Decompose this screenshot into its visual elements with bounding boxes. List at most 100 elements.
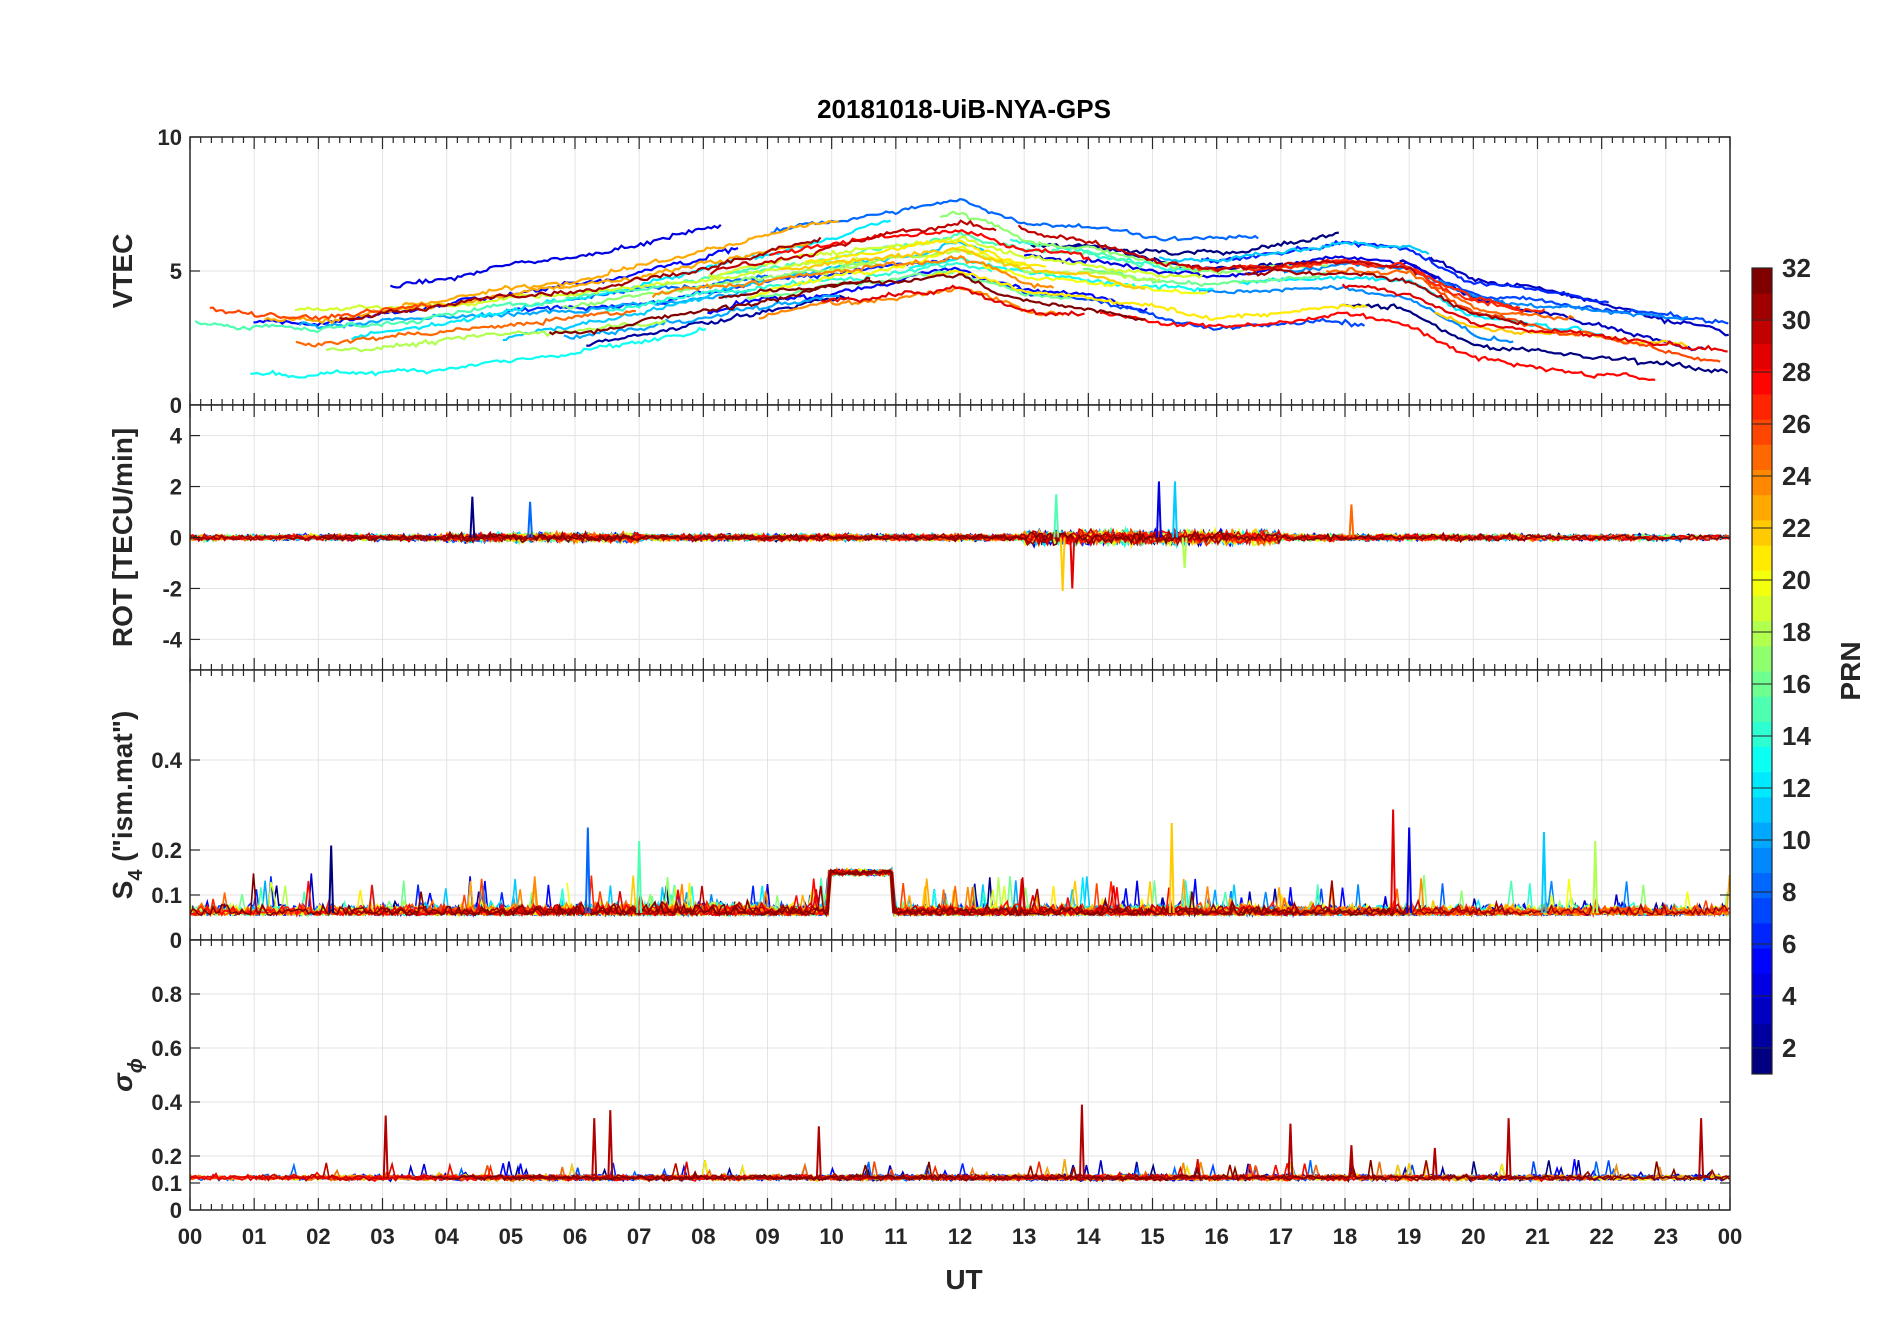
s4-spike xyxy=(584,827,591,914)
sigma_phi-y-tick-label: 0.4 xyxy=(151,1090,182,1115)
rot-spike xyxy=(1053,494,1060,538)
panel-vtec: 0 5 10 VTEC xyxy=(107,125,1731,418)
colorbar-tick-label: 32 xyxy=(1782,253,1811,283)
colorbar-tick-label: 28 xyxy=(1782,357,1811,387)
colorbar-swatch xyxy=(1752,268,1772,294)
colorbar-swatch xyxy=(1752,897,1772,924)
rot-y-tick-label: -2 xyxy=(162,576,182,601)
vtec-series-prn-10 xyxy=(563,294,840,340)
sigma_phi-spike xyxy=(1348,1145,1355,1178)
vtec-series-prn-8 xyxy=(770,198,1259,242)
rot-spike xyxy=(1059,537,1066,592)
colorbar-tick-label: 4 xyxy=(1782,981,1797,1011)
vtec-series-prn-32 xyxy=(548,276,871,336)
s4-spike xyxy=(1406,827,1413,914)
x-tick-label: 18 xyxy=(1333,1224,1357,1249)
colorbar-swatch xyxy=(1752,444,1772,470)
x-tick-label: 04 xyxy=(434,1224,459,1249)
vtec-series-prn-29 xyxy=(821,284,1085,317)
x-axis-label: UT xyxy=(945,1264,982,1295)
s4-y-axis-label: S4 ("ism.mat") xyxy=(107,711,147,900)
x-tick-label: 07 xyxy=(627,1224,651,1249)
sigma_phi-spike xyxy=(1505,1118,1512,1178)
s4-y-tick-label: 0.1 xyxy=(151,883,182,908)
vtec-series-prn-22 xyxy=(779,247,1146,290)
x-tick-label: 12 xyxy=(948,1224,972,1249)
rot-spike xyxy=(1181,537,1188,569)
rot-series-prn-32 xyxy=(319,530,1724,547)
s4-ylabel-rest: ("ism.mat") xyxy=(107,711,138,870)
sigma_phi-y-tick-label: 0.1 xyxy=(151,1171,182,1196)
vtec-series-prn-14 xyxy=(600,261,993,315)
vtec-series-prn-21 xyxy=(926,269,1368,321)
x-tick-label: 00 xyxy=(1718,1224,1742,1249)
colorbar-swatch xyxy=(1752,570,1772,596)
vtec-series-prn-20 xyxy=(981,263,1208,295)
rot-y-tick-label: -4 xyxy=(162,627,182,652)
vtec-series-prn-24 xyxy=(651,255,1055,299)
rot-spike xyxy=(527,501,534,538)
x-tick-label: 09 xyxy=(755,1224,779,1249)
x-tick-label: 14 xyxy=(1076,1224,1101,1249)
sigma_phi-y-tick-label: 0 xyxy=(170,1198,182,1223)
x-tick-label: 00 xyxy=(178,1224,202,1249)
rot-series xyxy=(190,481,1730,592)
s4-ylabel-sub: 4 xyxy=(125,869,147,881)
colorbar-swatch xyxy=(1752,746,1772,773)
vtec-y-tick-label: 5 xyxy=(170,259,182,284)
vtec-series-prn-4 xyxy=(1023,253,1455,286)
rot-spike xyxy=(469,496,476,538)
vtec-series-prn-29 xyxy=(1341,283,1728,353)
colorbar-tick-label: 16 xyxy=(1782,669,1811,699)
sigma_phi-series xyxy=(190,1104,1730,1183)
rot-spike xyxy=(1069,537,1076,589)
vtec-series-prn-10 xyxy=(298,289,752,330)
sigma_phi-spike xyxy=(1078,1104,1085,1178)
x-tick-label: 02 xyxy=(306,1224,330,1249)
s4-series-prn-31 xyxy=(346,868,1729,918)
colorbar-swatch xyxy=(1752,796,1772,823)
colorbar-swatch xyxy=(1752,872,1772,899)
chart-title: 20181018-UiB-NYA-GPS xyxy=(817,94,1111,124)
colorbar-swatch xyxy=(1752,721,1772,748)
colorbar-tick-label: 24 xyxy=(1782,461,1811,491)
colorbar-tick-label: 26 xyxy=(1782,409,1811,439)
colorbar-swatch xyxy=(1752,494,1772,521)
s4-y-tick-label: 0 xyxy=(170,928,182,953)
x-tick-label: 19 xyxy=(1397,1224,1421,1249)
vtec-series-prn-11 xyxy=(1158,240,1430,263)
vtec-series-prn-23 xyxy=(401,219,840,307)
sigma_phi-y-tick-label: 0.2 xyxy=(151,1144,182,1169)
vtec-series-prn-21 xyxy=(804,239,1046,268)
s4-spike xyxy=(1592,840,1599,914)
vtec-y-tick-label: 10 xyxy=(158,125,182,150)
vtec-series-prn-26 xyxy=(209,302,432,321)
colorbar-swatch xyxy=(1752,620,1772,647)
colorbar-swatch xyxy=(1752,519,1772,546)
colorbar-tick-label: 10 xyxy=(1782,825,1811,855)
s4-spike xyxy=(328,845,335,914)
rot-spike xyxy=(1155,481,1162,538)
colorbar-swatch xyxy=(1752,545,1772,571)
vtec-y-tick-label: 0 xyxy=(170,393,182,418)
vtec-series-prn-17 xyxy=(562,260,878,310)
vtec-series-prn-30 xyxy=(709,219,997,276)
colorbar-swatch xyxy=(1752,1023,1772,1050)
x-tick-label: 10 xyxy=(819,1224,843,1249)
colorbar-tick-label: 2 xyxy=(1782,1033,1796,1063)
sigma_phi-ylabel-sub: ϕ xyxy=(125,1058,147,1073)
colorbar-tick-label: 8 xyxy=(1782,877,1796,907)
vtec-series-prn-13 xyxy=(250,326,707,379)
vtec-series-prn-28 xyxy=(1099,311,1656,382)
x-tick-label: 08 xyxy=(691,1224,715,1249)
x-tick-label: 13 xyxy=(1012,1224,1036,1249)
x-tick-label: 22 xyxy=(1589,1224,1613,1249)
vtec-series xyxy=(194,198,1729,382)
colorbar-swatch xyxy=(1752,847,1772,873)
panel-s4: 00.10.20.4S4 ("ism.mat") xyxy=(107,669,1731,953)
colorbar-label: PRN xyxy=(1835,641,1866,700)
colorbar-tick-label: 30 xyxy=(1782,305,1811,335)
x-tick-label: 23 xyxy=(1654,1224,1678,1249)
